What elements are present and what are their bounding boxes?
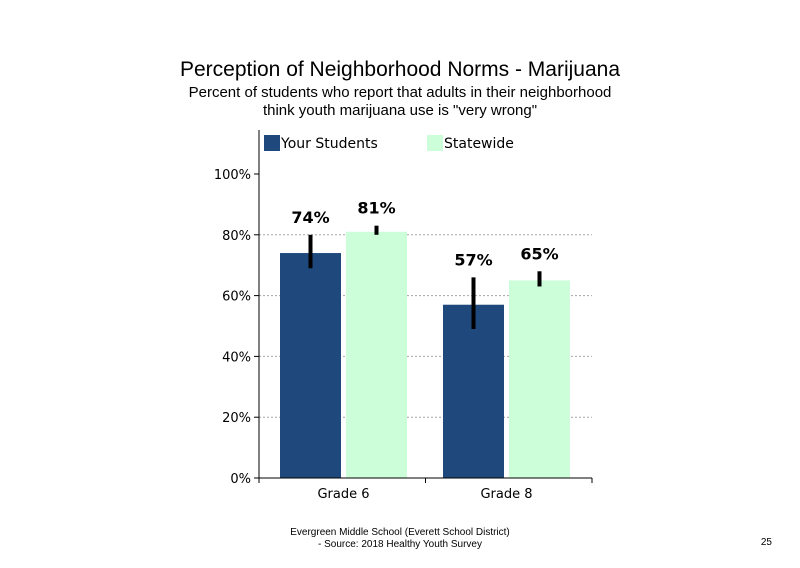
bar-your-students-grade-6	[280, 253, 341, 478]
footer-school: Evergreen Middle School (Everett School …	[290, 527, 510, 538]
x-tick-label: Grade 8	[480, 487, 532, 502]
y-tick-label: 20%	[222, 411, 251, 426]
bar-statewide-grade-6	[346, 231, 407, 478]
x-tick-label: Grade 6	[317, 487, 369, 502]
y-tick-label: 40%	[222, 350, 251, 365]
bar-statewide-grade-8	[509, 280, 570, 478]
legend-swatch-statewide	[427, 135, 443, 151]
page-number: 25	[760, 537, 772, 548]
chart-subtitle-line-2: think youth marijuana use is "very wrong…	[262, 102, 538, 119]
bar-your-students-grade-8	[443, 304, 504, 478]
y-tick-label: 0%	[230, 472, 251, 487]
y-tick-label: 80%	[222, 229, 251, 244]
y-tick-label: 60%	[222, 290, 251, 305]
data-label: 74%	[291, 208, 329, 227]
data-label: 81%	[357, 199, 395, 218]
data-label: 57%	[454, 250, 492, 269]
y-tick-label: 100%	[214, 168, 251, 183]
legend-swatch-your-students	[264, 135, 280, 151]
legend-label: Statewide	[444, 136, 514, 152]
data-label: 65%	[520, 244, 558, 263]
legend-label: Your Students	[280, 136, 378, 152]
chart-title: Perception of Neighborhood Norms - Marij…	[179, 58, 621, 81]
footer-source: - Source: 2018 Healthy Youth Survey	[318, 539, 482, 550]
chart-subtitle-line-1: Percent of students who report that adul…	[188, 84, 612, 101]
